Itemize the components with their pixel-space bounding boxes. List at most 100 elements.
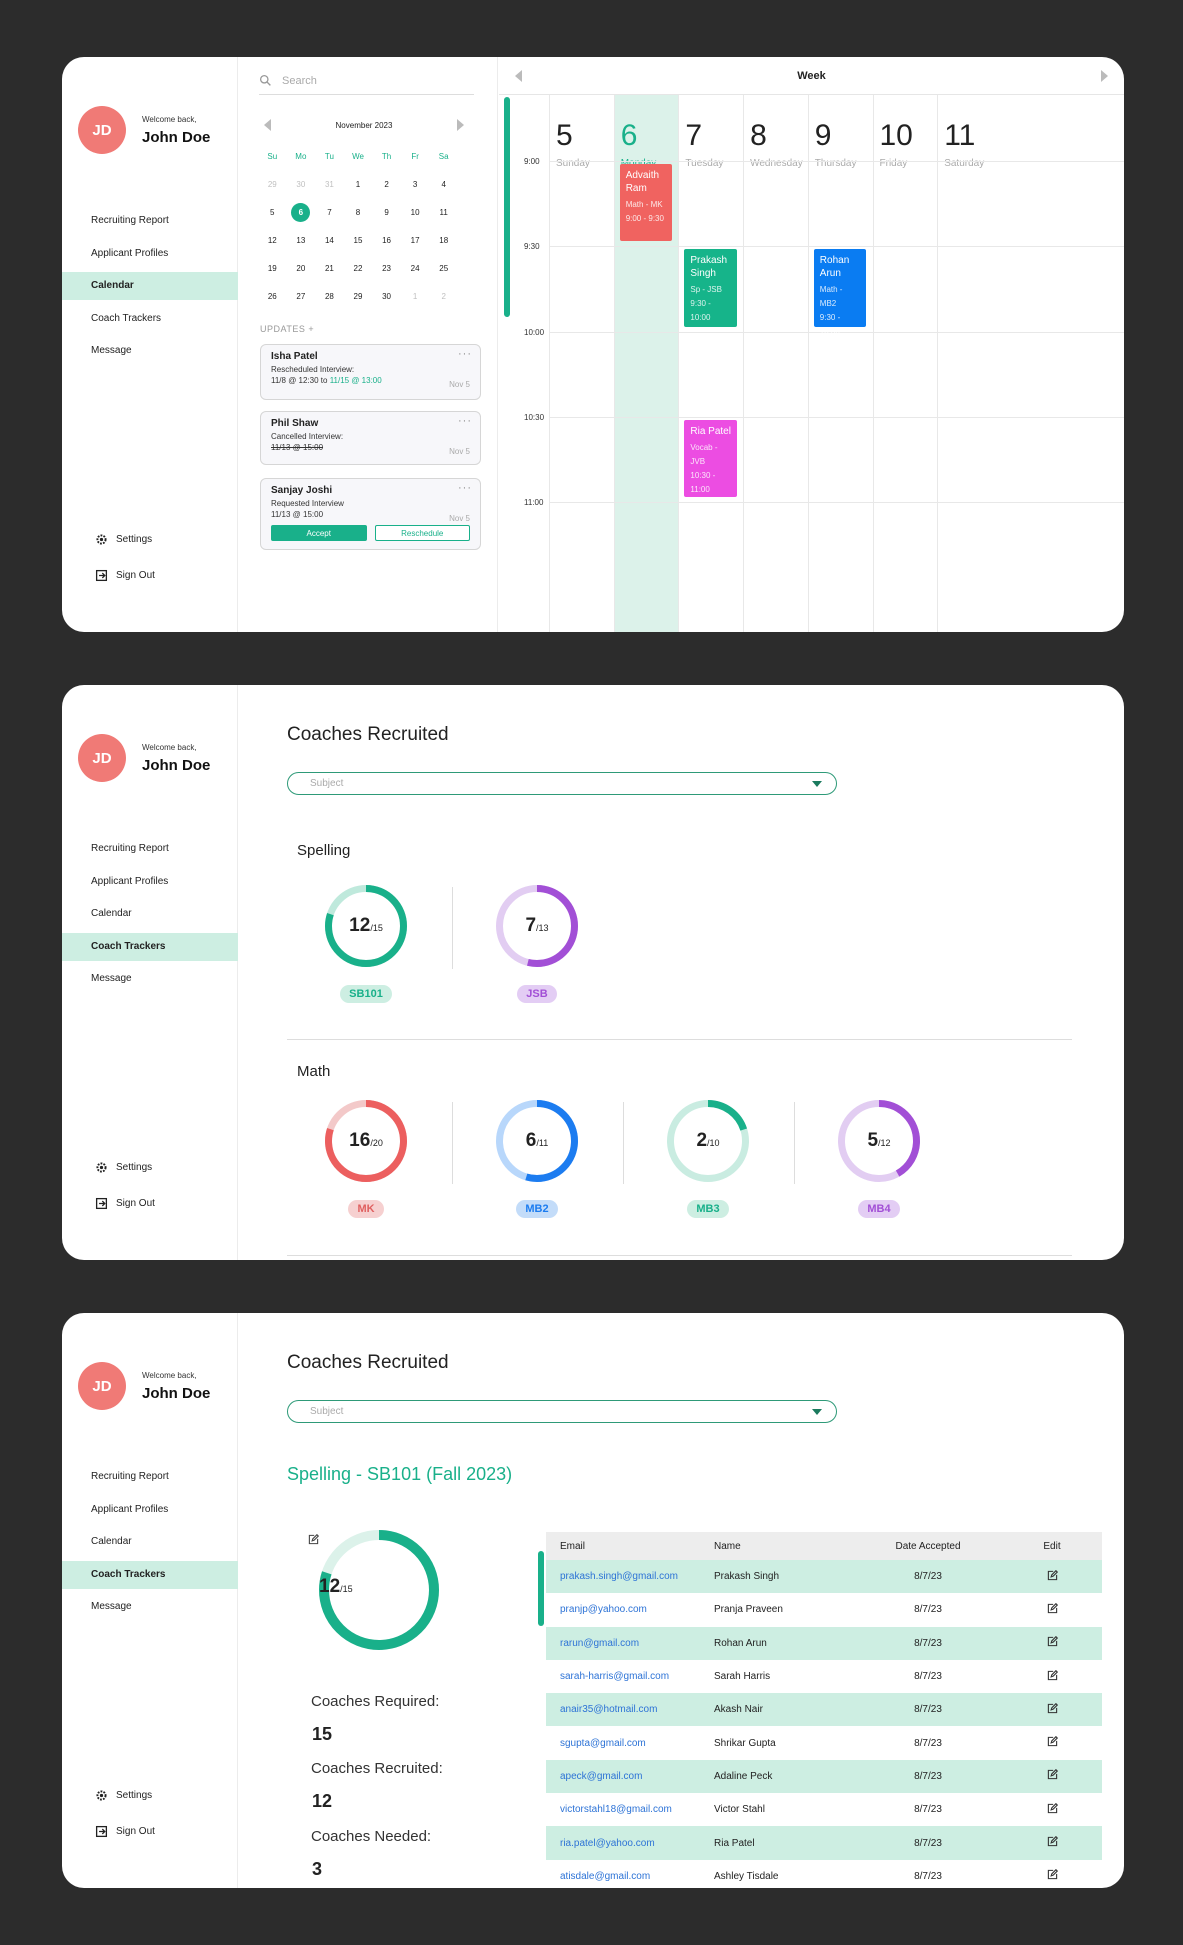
calendar-day[interactable]: 9 [384,207,389,217]
column-header-date[interactable]: Date Accepted [854,1532,1002,1560]
table-row[interactable]: anair35@hotmail.com Akash Nair 8/7/23 [546,1693,1102,1727]
sidebar-item-recruiting-report[interactable]: Recruiting Report [91,843,169,854]
calendar-day[interactable]: 10 [410,207,420,217]
sidebar-item-coach-trackers[interactable]: Coach Trackers [91,312,162,324]
calendar-day[interactable]: 30 [382,291,392,301]
email-cell[interactable]: anair35@hotmail.com [546,1693,700,1727]
calendar-day[interactable]: 20 [296,263,306,273]
day-column[interactable]: 11 Saturday [937,95,1002,632]
more-options-icon[interactable]: ··· [458,415,472,427]
column-header-name[interactable]: Name [700,1532,854,1560]
calendar-event[interactable]: Advaith Ram Math - MK 9:00 - 9:30 [619,164,673,242]
edit-icon[interactable] [1047,1869,1058,1880]
update-card[interactable]: Isha Patel Rescheduled Interview: 11/8 @… [260,344,481,400]
calendar-day[interactable]: 5 [270,207,275,217]
sidebar-item-calendar[interactable]: Calendar [62,272,238,301]
sign-out-button[interactable]: Sign Out [95,1825,155,1838]
calendar-day[interactable]: 1 [412,291,418,301]
calendar-day[interactable]: 22 [353,263,363,273]
email-cell[interactable]: apeck@gmail.com [546,1759,700,1794]
avatar[interactable]: JD [78,734,126,782]
calendar-day[interactable]: 31 [324,179,334,189]
calendar-event[interactable]: Rohan Arun Math - MB2 9:30 - 10:00 [813,249,867,336]
table-row[interactable]: atisdale@gmail.com Ashley Tisdale 8/7/23 [546,1860,1102,1888]
calendar-day[interactable]: 18 [439,235,449,245]
day-column[interactable]: 8 Wednesday [743,95,808,632]
course-badge[interactable]: MB2 [516,1200,558,1218]
calendar-day[interactable]: 25 [439,263,449,273]
calendar-day[interactable]: 24 [410,263,420,273]
sidebar-item-message[interactable]: Message [91,345,132,357]
sidebar-item-calendar[interactable]: Calendar [91,1536,132,1548]
calendar-day[interactable]: 6 [291,202,311,222]
more-options-icon[interactable]: ··· [458,348,472,360]
prev-week-icon[interactable] [515,69,522,82]
sidebar-item-calendar[interactable]: Calendar [91,908,132,920]
next-week-icon[interactable] [1100,69,1108,82]
day-column[interactable]: 7 Tuesday [678,95,743,632]
day-column[interactable]: 9 Thursday [807,95,873,632]
calendar-day[interactable]: 30 [296,179,306,189]
gauge-mb4[interactable]: 5/12 MB4 [834,1100,924,1218]
sidebar-item-applicant-profiles[interactable]: Applicant Profiles [91,1503,169,1515]
edit-icon[interactable] [1047,1802,1058,1814]
calendar-day[interactable]: 4 [441,179,446,189]
calendar-day[interactable]: 3 [412,179,418,189]
course-badge[interactable]: MB4 [858,1200,900,1218]
calendar-day[interactable]: 1 [355,179,361,189]
updates-label[interactable]: UPDATES + [260,324,315,334]
sidebar-item-recruiting-report[interactable]: Recruiting Report [91,1471,169,1482]
sign-out-button[interactable]: Sign Out [95,1197,155,1210]
edit-icon[interactable] [1047,1669,1058,1681]
settings-button[interactable]: Settings [95,1161,152,1174]
settings-button[interactable]: Settings [95,1789,152,1802]
table-row[interactable]: pranjp@yahoo.com Pranja Praveen 8/7/23 [546,1593,1102,1626]
sign-out-button[interactable]: Sign Out [95,569,155,582]
edit-icon[interactable] [1047,1569,1058,1581]
course-badge[interactable]: SB101 [340,985,392,1003]
edit-icon[interactable] [1047,1602,1058,1614]
email-cell[interactable]: victorstahl18@gmail.com [560,1804,672,1816]
calendar-day[interactable]: 16 [382,235,392,245]
email-cell[interactable]: sgupta@gmail.com [560,1737,646,1749]
calendar-day[interactable]: 12 [267,235,277,245]
gauge-jsb[interactable]: 7/13 JSB [492,885,582,1003]
edit-icon[interactable] [1047,1736,1058,1747]
accept-button[interactable]: Accept [271,525,367,541]
update-card[interactable]: Phil Shaw Cancelled Interview: 11/13 @ 1… [260,411,481,465]
sidebar-item-recruiting-report[interactable]: Recruiting Report [91,215,169,226]
avatar[interactable]: JD [78,1362,126,1410]
email-cell[interactable]: atisdale@gmail.com [560,1870,651,1882]
calendar-day[interactable]: 27 [296,291,306,301]
gauge-mb3[interactable]: 2/10 MB3 [663,1100,753,1218]
table-row[interactable]: sarah-harris@gmail.com Sarah Harris 8/7/23 [546,1660,1102,1693]
course-badge[interactable]: MK [348,1200,384,1218]
edit-icon[interactable] [308,1534,319,1545]
calendar-day[interactable]: 2 [441,291,446,301]
edit-icon[interactable] [1047,1835,1058,1847]
table-scrollbar[interactable] [538,1551,544,1626]
calendar-day[interactable]: 29 [353,291,363,301]
calendar-day[interactable]: 11 [439,207,448,217]
update-card[interactable]: Sanjay Joshi Requested Interview 11/13 @… [260,478,481,550]
prev-month-icon[interactable] [264,119,271,131]
sidebar-item-applicant-profiles[interactable]: Applicant Profiles [91,875,169,887]
sidebar-item-coach-trackers[interactable]: Coach Trackers [62,932,238,961]
email-cell[interactable]: rarun@gmail.com [546,1626,700,1660]
calendar-day[interactable]: 17 [410,235,420,245]
table-row[interactable]: apeck@gmail.com Adaline Peck 8/7/23 [546,1759,1102,1794]
next-month-icon[interactable] [456,119,464,131]
sidebar-item-message[interactable]: Message [91,1601,132,1613]
more-options-icon[interactable]: ··· [458,482,472,494]
table-row[interactable]: rarun@gmail.com Rohan Arun 8/7/23 [546,1626,1102,1660]
calendar-day[interactable]: 13 [296,235,306,245]
email-cell[interactable]: sarah-harris@gmail.com [560,1671,670,1683]
gauge-sb101[interactable]: 12/15 SB101 [321,885,411,1003]
edit-icon[interactable] [1047,1769,1058,1780]
table-row[interactable]: sgupta@gmail.com Shrikar Gupta 8/7/23 [546,1726,1102,1759]
search-input[interactable]: Search [282,74,317,87]
calendar-day[interactable]: 8 [355,207,361,217]
calendar-day[interactable]: 2 [384,179,389,189]
sidebar-item-message[interactable]: Message [91,973,132,985]
gauge-mb2[interactable]: 6/11 MB2 [492,1100,582,1218]
